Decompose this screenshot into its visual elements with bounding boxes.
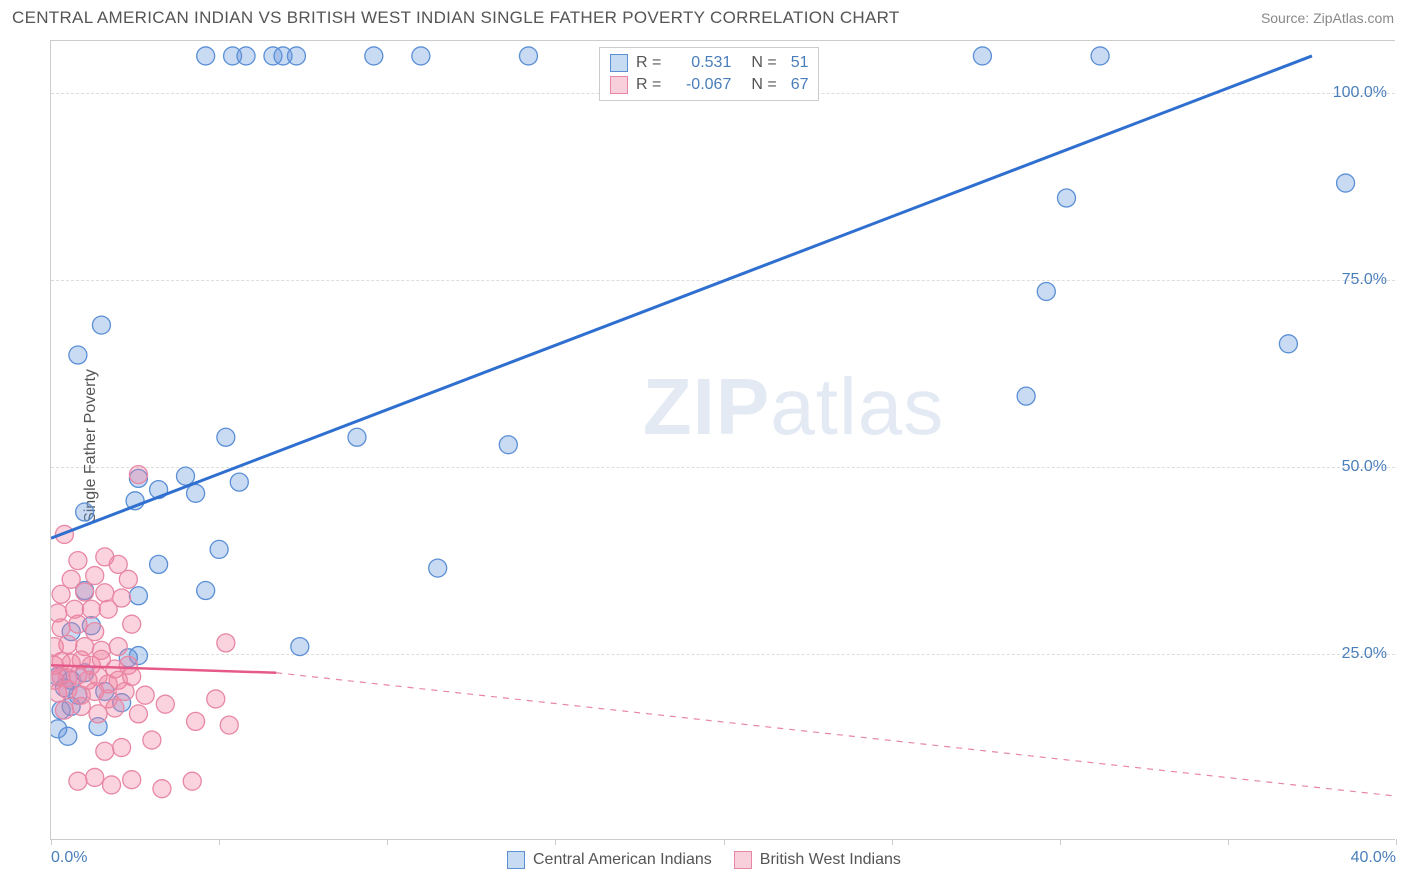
- data-point: [153, 780, 171, 798]
- data-point: [197, 582, 215, 600]
- data-point: [119, 570, 137, 588]
- data-point: [187, 712, 205, 730]
- data-point: [113, 739, 131, 757]
- data-point: [429, 559, 447, 577]
- chart-title: CENTRAL AMERICAN INDIAN VS BRITISH WEST …: [12, 8, 900, 28]
- data-point: [69, 772, 87, 790]
- data-point: [156, 695, 174, 713]
- data-point: [1279, 335, 1297, 353]
- legend-swatch: [610, 54, 628, 72]
- data-point: [106, 699, 124, 717]
- n-value: 67: [791, 74, 809, 96]
- legend-item: British West Indians: [734, 851, 901, 869]
- data-point: [69, 552, 87, 570]
- data-point: [86, 567, 104, 585]
- data-point: [103, 776, 121, 794]
- data-point: [1091, 47, 1109, 65]
- data-point: [183, 772, 201, 790]
- x-tick-label: 40.0%: [1351, 849, 1396, 867]
- data-point: [116, 682, 134, 700]
- data-point: [99, 600, 117, 618]
- data-point: [197, 47, 215, 65]
- source-label: Source: ZipAtlas.com: [1261, 10, 1394, 26]
- trend-line: [51, 56, 1312, 538]
- data-point: [499, 436, 517, 454]
- data-point: [519, 47, 537, 65]
- n-label: N =: [751, 52, 776, 74]
- data-point: [86, 768, 104, 786]
- data-point: [150, 555, 168, 573]
- x-tick-label: 0.0%: [51, 849, 87, 867]
- data-point: [412, 47, 430, 65]
- data-point: [136, 686, 154, 704]
- data-point: [89, 705, 107, 723]
- data-point: [1337, 174, 1355, 192]
- legend-row: R = -0.067 N = 67: [610, 74, 808, 96]
- data-point: [1057, 189, 1075, 207]
- data-point: [207, 690, 225, 708]
- data-point: [69, 615, 87, 633]
- data-point: [52, 585, 70, 603]
- legend-row: R = 0.531 N = 51: [610, 52, 808, 74]
- legend-swatch: [734, 851, 752, 869]
- plot-svg: [51, 41, 1396, 841]
- data-point: [210, 540, 228, 558]
- series-name: Central American Indians: [533, 851, 712, 869]
- data-point: [237, 47, 255, 65]
- data-point: [96, 584, 114, 602]
- data-point: [1037, 282, 1055, 300]
- x-tick: [1396, 839, 1397, 845]
- data-point: [348, 428, 366, 446]
- data-point: [291, 638, 309, 656]
- data-point: [123, 771, 141, 789]
- data-point: [76, 583, 94, 601]
- series-legend: Central American Indians British West Ind…: [507, 851, 901, 869]
- data-point: [220, 716, 238, 734]
- r-value: -0.067: [675, 74, 731, 96]
- correlation-legend: R = 0.531 N = 51 R = -0.067 N = 67: [599, 47, 819, 101]
- data-point: [69, 346, 87, 364]
- data-point: [287, 47, 305, 65]
- r-value: 0.531: [675, 52, 731, 74]
- data-point: [55, 701, 73, 719]
- data-point: [187, 484, 205, 502]
- data-point: [76, 503, 94, 521]
- chart-area: 25.0%50.0%75.0%100.0%0.0%40.0%ZIPatlasR …: [50, 40, 1395, 840]
- r-label: R =: [636, 74, 661, 96]
- data-point: [973, 47, 991, 65]
- series-name: British West Indians: [760, 851, 901, 869]
- data-point: [52, 619, 70, 637]
- data-point: [217, 634, 235, 652]
- data-point: [72, 697, 90, 715]
- data-point: [59, 635, 77, 653]
- trend-line: [276, 673, 1396, 796]
- data-point: [177, 467, 195, 485]
- data-point: [129, 587, 147, 605]
- data-point: [365, 47, 383, 65]
- data-point: [92, 316, 110, 334]
- data-point: [1017, 387, 1035, 405]
- r-label: R =: [636, 52, 661, 74]
- data-point: [82, 600, 100, 618]
- data-point: [129, 705, 147, 723]
- legend-swatch: [507, 851, 525, 869]
- legend-swatch: [610, 76, 628, 94]
- data-point: [143, 731, 161, 749]
- data-point: [123, 615, 141, 633]
- data-point: [59, 727, 77, 745]
- n-label: N =: [751, 74, 776, 96]
- data-point: [129, 466, 147, 484]
- legend-item: Central American Indians: [507, 851, 712, 869]
- data-point: [109, 638, 127, 656]
- data-point: [230, 473, 248, 491]
- data-point: [217, 428, 235, 446]
- data-point: [96, 742, 114, 760]
- n-value: 51: [791, 52, 809, 74]
